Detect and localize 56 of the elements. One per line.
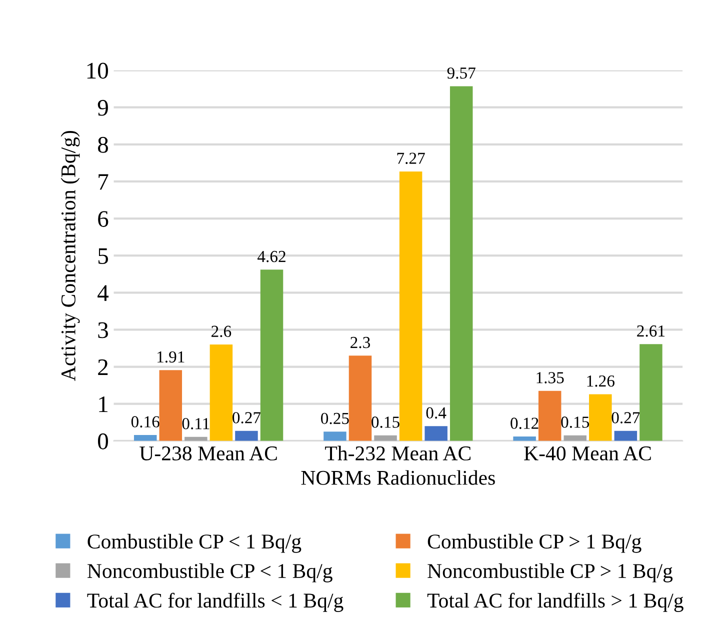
bar xyxy=(399,171,422,441)
legend-label: Noncombustible CP < 1 Bq/g xyxy=(87,563,332,582)
data-label: 2.3 xyxy=(350,336,370,348)
y-tick-label: 7 xyxy=(98,174,108,190)
data-label: 9.57 xyxy=(447,67,476,79)
bar xyxy=(348,356,372,441)
data-label: 1.26 xyxy=(587,375,614,387)
data-label: 0.15 xyxy=(372,416,400,428)
data-label: 0.12 xyxy=(510,418,538,429)
bar xyxy=(324,432,346,441)
data-label: 4.62 xyxy=(258,250,286,262)
data-label: 0.25 xyxy=(321,412,349,424)
bar xyxy=(260,270,284,441)
bar xyxy=(235,430,258,441)
data-label: 1.91 xyxy=(158,351,184,363)
y-tick-label: 6 xyxy=(98,211,108,227)
y-tick-label: 9 xyxy=(98,100,108,116)
data-label: 1.35 xyxy=(536,372,564,384)
legend-label: Total AC for landfills < 1 Bq/g xyxy=(87,592,344,612)
data-label: 7.27 xyxy=(397,152,425,164)
bar xyxy=(640,344,662,441)
bar xyxy=(210,344,233,441)
bar xyxy=(538,390,562,441)
y-tick-label: 10 xyxy=(87,62,108,79)
data-label: 0.27 xyxy=(232,412,261,424)
x-tick-label: K-40 Mean AC xyxy=(524,446,651,460)
data-label: 0.16 xyxy=(131,416,160,428)
legend-label: Combustible CP > 1 Bq/g xyxy=(428,534,642,553)
bar xyxy=(374,435,397,441)
data-label: 2.6 xyxy=(212,326,232,338)
legend-label: Total AC for landfills > 1 Bq/g xyxy=(427,592,684,612)
data-label: 2.61 xyxy=(637,325,665,337)
x-axis-title: NORMs Radionuclides xyxy=(301,470,495,485)
bar xyxy=(614,430,638,441)
bar xyxy=(513,436,536,441)
data-label: 0.4 xyxy=(426,407,446,419)
y-tick-label: 3 xyxy=(98,322,108,338)
y-tick-label: 0 xyxy=(98,433,108,450)
bar xyxy=(564,435,586,441)
legend-label: Noncombustible CP > 1 Bq/g xyxy=(428,563,673,582)
data-label: 0.15 xyxy=(561,416,590,428)
bar xyxy=(424,426,448,441)
y-axis-title: Activity Concentration (Bq/g) xyxy=(60,130,80,381)
y-tick-label: 4 xyxy=(98,285,109,301)
bar xyxy=(159,370,182,441)
y-tick-label: 1 xyxy=(99,396,108,412)
x-tick-label: Th-232 Mean AC xyxy=(325,446,470,460)
y-tick-label: 2 xyxy=(98,359,108,375)
data-label: 0.11 xyxy=(182,418,210,430)
bar xyxy=(450,86,473,441)
y-tick-label: 5 xyxy=(98,248,108,264)
bar xyxy=(589,394,612,441)
x-tick-label: U-238 Mean AC xyxy=(140,446,277,460)
legend-label: Combustible CP < 1 Bq/g xyxy=(88,534,302,553)
bar xyxy=(134,434,157,441)
y-tick-label: 8 xyxy=(98,136,108,153)
